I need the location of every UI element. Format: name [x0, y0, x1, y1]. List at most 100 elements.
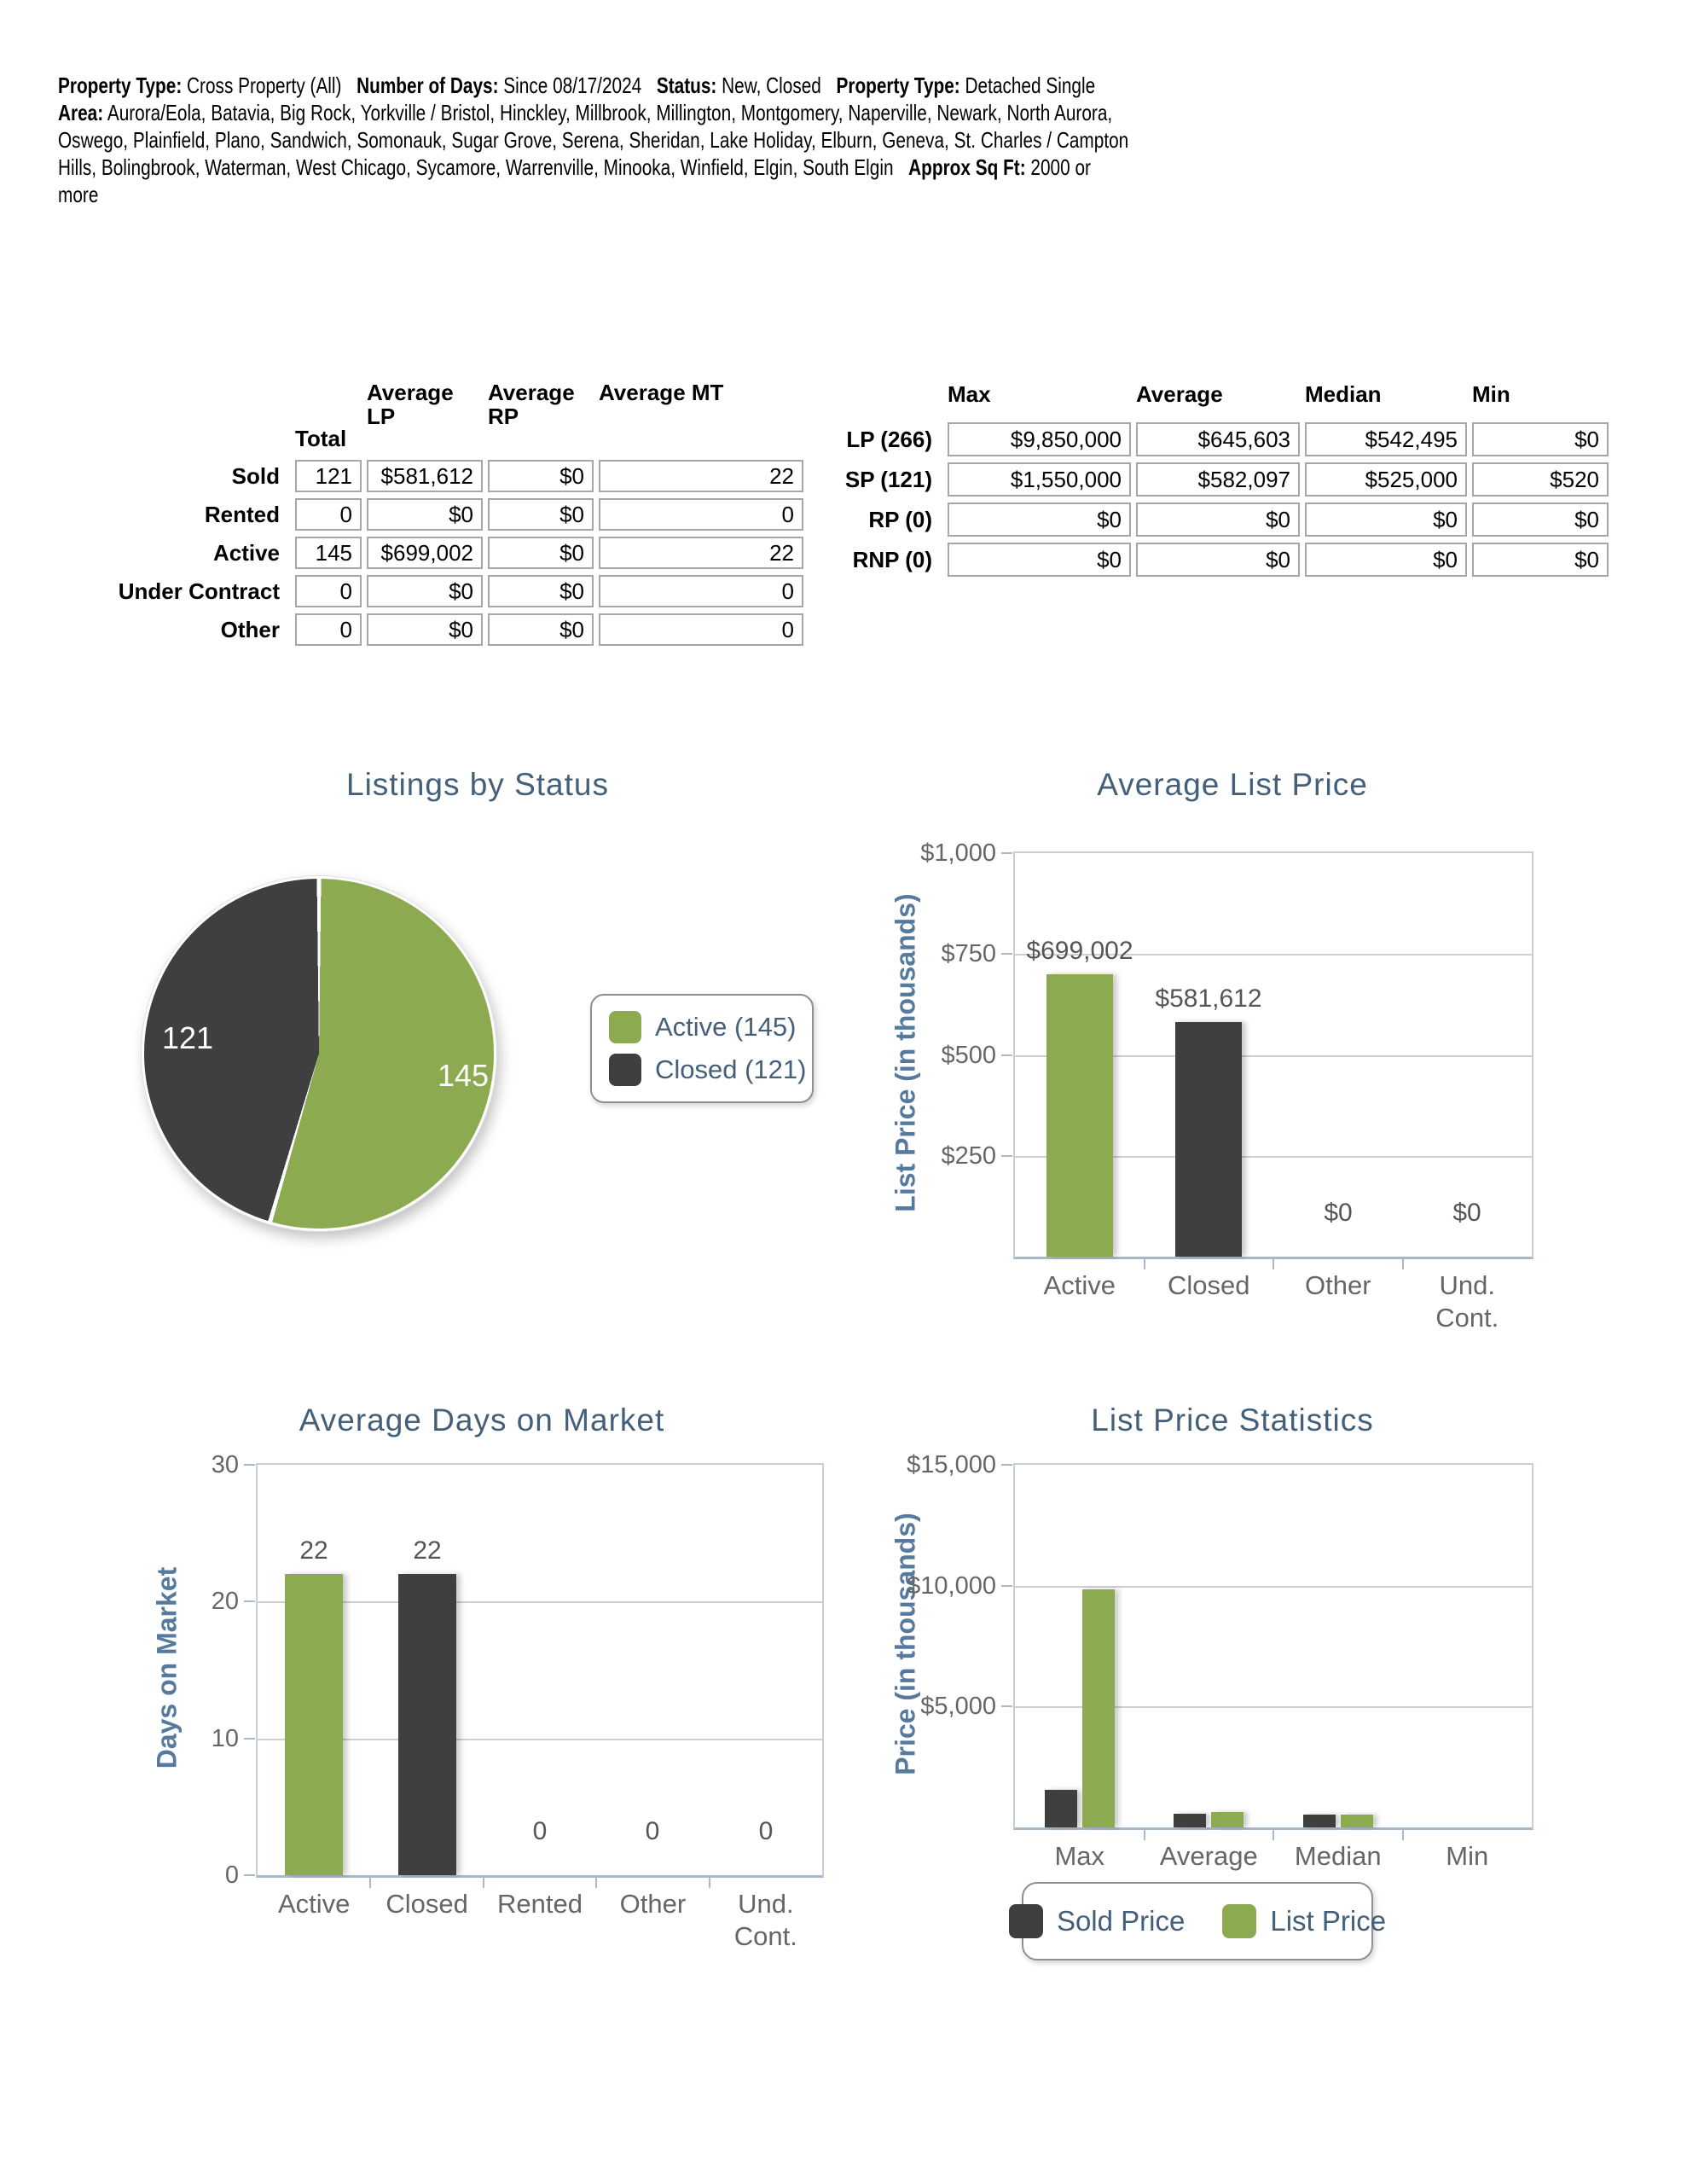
table-cell: $0 — [1136, 502, 1300, 537]
bar-value-label: 22 — [413, 1536, 442, 1565]
chart-average-days-on-market: Average Days on Market Days on Market 22… — [111, 1397, 853, 2063]
y-tick-label: $1,000 — [920, 839, 996, 867]
table-corner — [96, 380, 290, 454]
table-cell: 0 — [295, 575, 362, 607]
bar-closed — [1175, 1022, 1242, 1257]
gridline — [1015, 1156, 1532, 1158]
pie-slice-label-active: 145 — [437, 1058, 490, 1093]
row-label: Sold — [231, 463, 280, 489]
bar-list-price — [1341, 1815, 1373, 1827]
y-tick-label: 20 — [211, 1588, 239, 1615]
category-label: Median — [1294, 1841, 1382, 1871]
y-tick-mark — [1001, 1155, 1012, 1157]
x-axis-labels: Max Average Median Min — [1015, 1840, 1532, 1873]
category-label: Active — [277, 1889, 351, 1919]
column-header: Average LP — [367, 380, 454, 429]
bar-value-label: $581,612 — [1155, 985, 1262, 1013]
price-summary-table: Max Average Median Min LP (266) $9,850,000 $64… — [832, 382, 1609, 577]
table-cell: $0 — [367, 498, 483, 531]
x-tick-mark — [1402, 1258, 1404, 1269]
y-tick-label: $500 — [941, 1042, 996, 1069]
bar-sold-price — [1045, 1790, 1077, 1827]
y-tick-mark — [244, 1464, 255, 1466]
category-label: Average — [1159, 1841, 1258, 1871]
criteria-value: more — [58, 182, 99, 207]
column-header: Average — [1136, 381, 1223, 407]
criteria-value: New, Closed — [716, 73, 821, 98]
y-tick-label: 30 — [211, 1451, 239, 1478]
series-legend: Sold Price List Price — [1008, 1882, 1386, 1960]
y-axis-title: Days on Market — [151, 1566, 183, 1769]
bar-list-price — [1211, 1812, 1244, 1827]
table-cell: 0 — [295, 613, 362, 646]
bar-value-label: 22 — [299, 1536, 328, 1565]
gridline — [1015, 954, 1532, 956]
x-tick-mark — [369, 1876, 371, 1888]
legend-label: Sold Price — [1056, 1905, 1186, 1937]
row-label: Rented — [204, 502, 280, 527]
criteria-line: Property Type: Cross Property (All) Numbe… — [58, 72, 1095, 99]
x-tick-mark — [1272, 1828, 1274, 1840]
y-tick-mark — [244, 1874, 255, 1876]
table-cell: $1,550,000 — [948, 462, 1131, 497]
bar-closed — [398, 1574, 456, 1875]
table-cell: 0 — [599, 575, 803, 607]
gridline — [1015, 1586, 1532, 1588]
criteria-label: Approx Sq Ft: — [908, 154, 1026, 180]
table-cell: 0 — [599, 613, 803, 646]
chart-average-list-price: Average List Price List Price (in thousa… — [861, 762, 1603, 1359]
criteria-value: Since 08/17/2024 — [498, 73, 642, 98]
table-cell: $0 — [1305, 543, 1467, 577]
criteria-value: Hills, Bolingbrook, Waterman, West Chica… — [58, 154, 894, 180]
bar-value-label: $0 — [1452, 1199, 1481, 1227]
x-tick-mark — [1144, 1258, 1145, 1269]
row-label: Under Contract — [118, 578, 280, 604]
x-axis-labels: Active Closed Rented Other Und. Cont. — [258, 1888, 822, 1953]
criteria-line: Hills, Bolingbrook, Waterman, West Chica… — [58, 154, 1091, 181]
gridline — [258, 1601, 822, 1603]
x-tick-mark — [709, 1876, 710, 1888]
table-cell: $0 — [488, 498, 594, 531]
table-cell: $0 — [488, 460, 594, 492]
criteria-value: Oswego, Plainfield, Plano, Sandwich, Som… — [58, 127, 1129, 153]
bar-value-label: 0 — [758, 1817, 774, 1845]
criteria-label: Property Type: — [836, 73, 960, 98]
table-cell: 22 — [599, 537, 803, 569]
table-cell: $581,612 — [367, 460, 483, 492]
table-cell: $0 — [488, 537, 594, 569]
x-tick-mark — [483, 1876, 484, 1888]
criteria-label: Status: — [656, 73, 717, 98]
chart-title: Average List Price — [1097, 767, 1368, 802]
y-tick-mark — [244, 1738, 255, 1740]
plot-area — [1013, 1463, 1533, 1830]
table-corner — [832, 382, 942, 416]
y-tick-mark — [1001, 852, 1012, 854]
table-cell: 145 — [295, 537, 362, 569]
legend-swatch — [1222, 1904, 1257, 1938]
table-cell: $0 — [1472, 543, 1609, 577]
criteria-line: Oswego, Plainfield, Plano, Sandwich, Som… — [58, 126, 1128, 154]
criteria-value: Aurora/Eola, Batavia, Big Rock, Yorkvill… — [103, 100, 1113, 125]
row-label: Active — [212, 540, 280, 566]
row-label: RP (0) — [868, 507, 932, 532]
column-header: Average MT — [599, 380, 724, 405]
bar-value-label: 0 — [532, 1817, 548, 1845]
criteria-label: Property Type: — [58, 73, 183, 98]
x-tick-mark — [1144, 1828, 1145, 1840]
row-label: RNP (0) — [852, 547, 932, 572]
status-summary-table: Total Average LP Average RP Average MT Sold 1… — [96, 380, 803, 646]
legend-label: Active (145) — [655, 1012, 797, 1042]
bar-value-label: 0 — [645, 1817, 660, 1845]
table-cell: $0 — [488, 613, 594, 646]
table-cell: $542,495 — [1305, 422, 1467, 456]
table-cell: $582,097 — [1136, 462, 1300, 497]
criteria-value: 2000 or — [1025, 154, 1091, 180]
pie-slice-label-closed: 121 — [161, 1020, 214, 1055]
table-cell: 22 — [599, 460, 803, 492]
table-cell: 0 — [295, 498, 362, 531]
legend-label: List Price — [1270, 1905, 1387, 1937]
y-tick-mark — [1001, 1464, 1012, 1466]
chart-list-price-statistics: List Price Statistics Price (in thousand… — [861, 1397, 1603, 2071]
gridline — [258, 1739, 822, 1740]
table-cell: 0 — [599, 498, 803, 531]
